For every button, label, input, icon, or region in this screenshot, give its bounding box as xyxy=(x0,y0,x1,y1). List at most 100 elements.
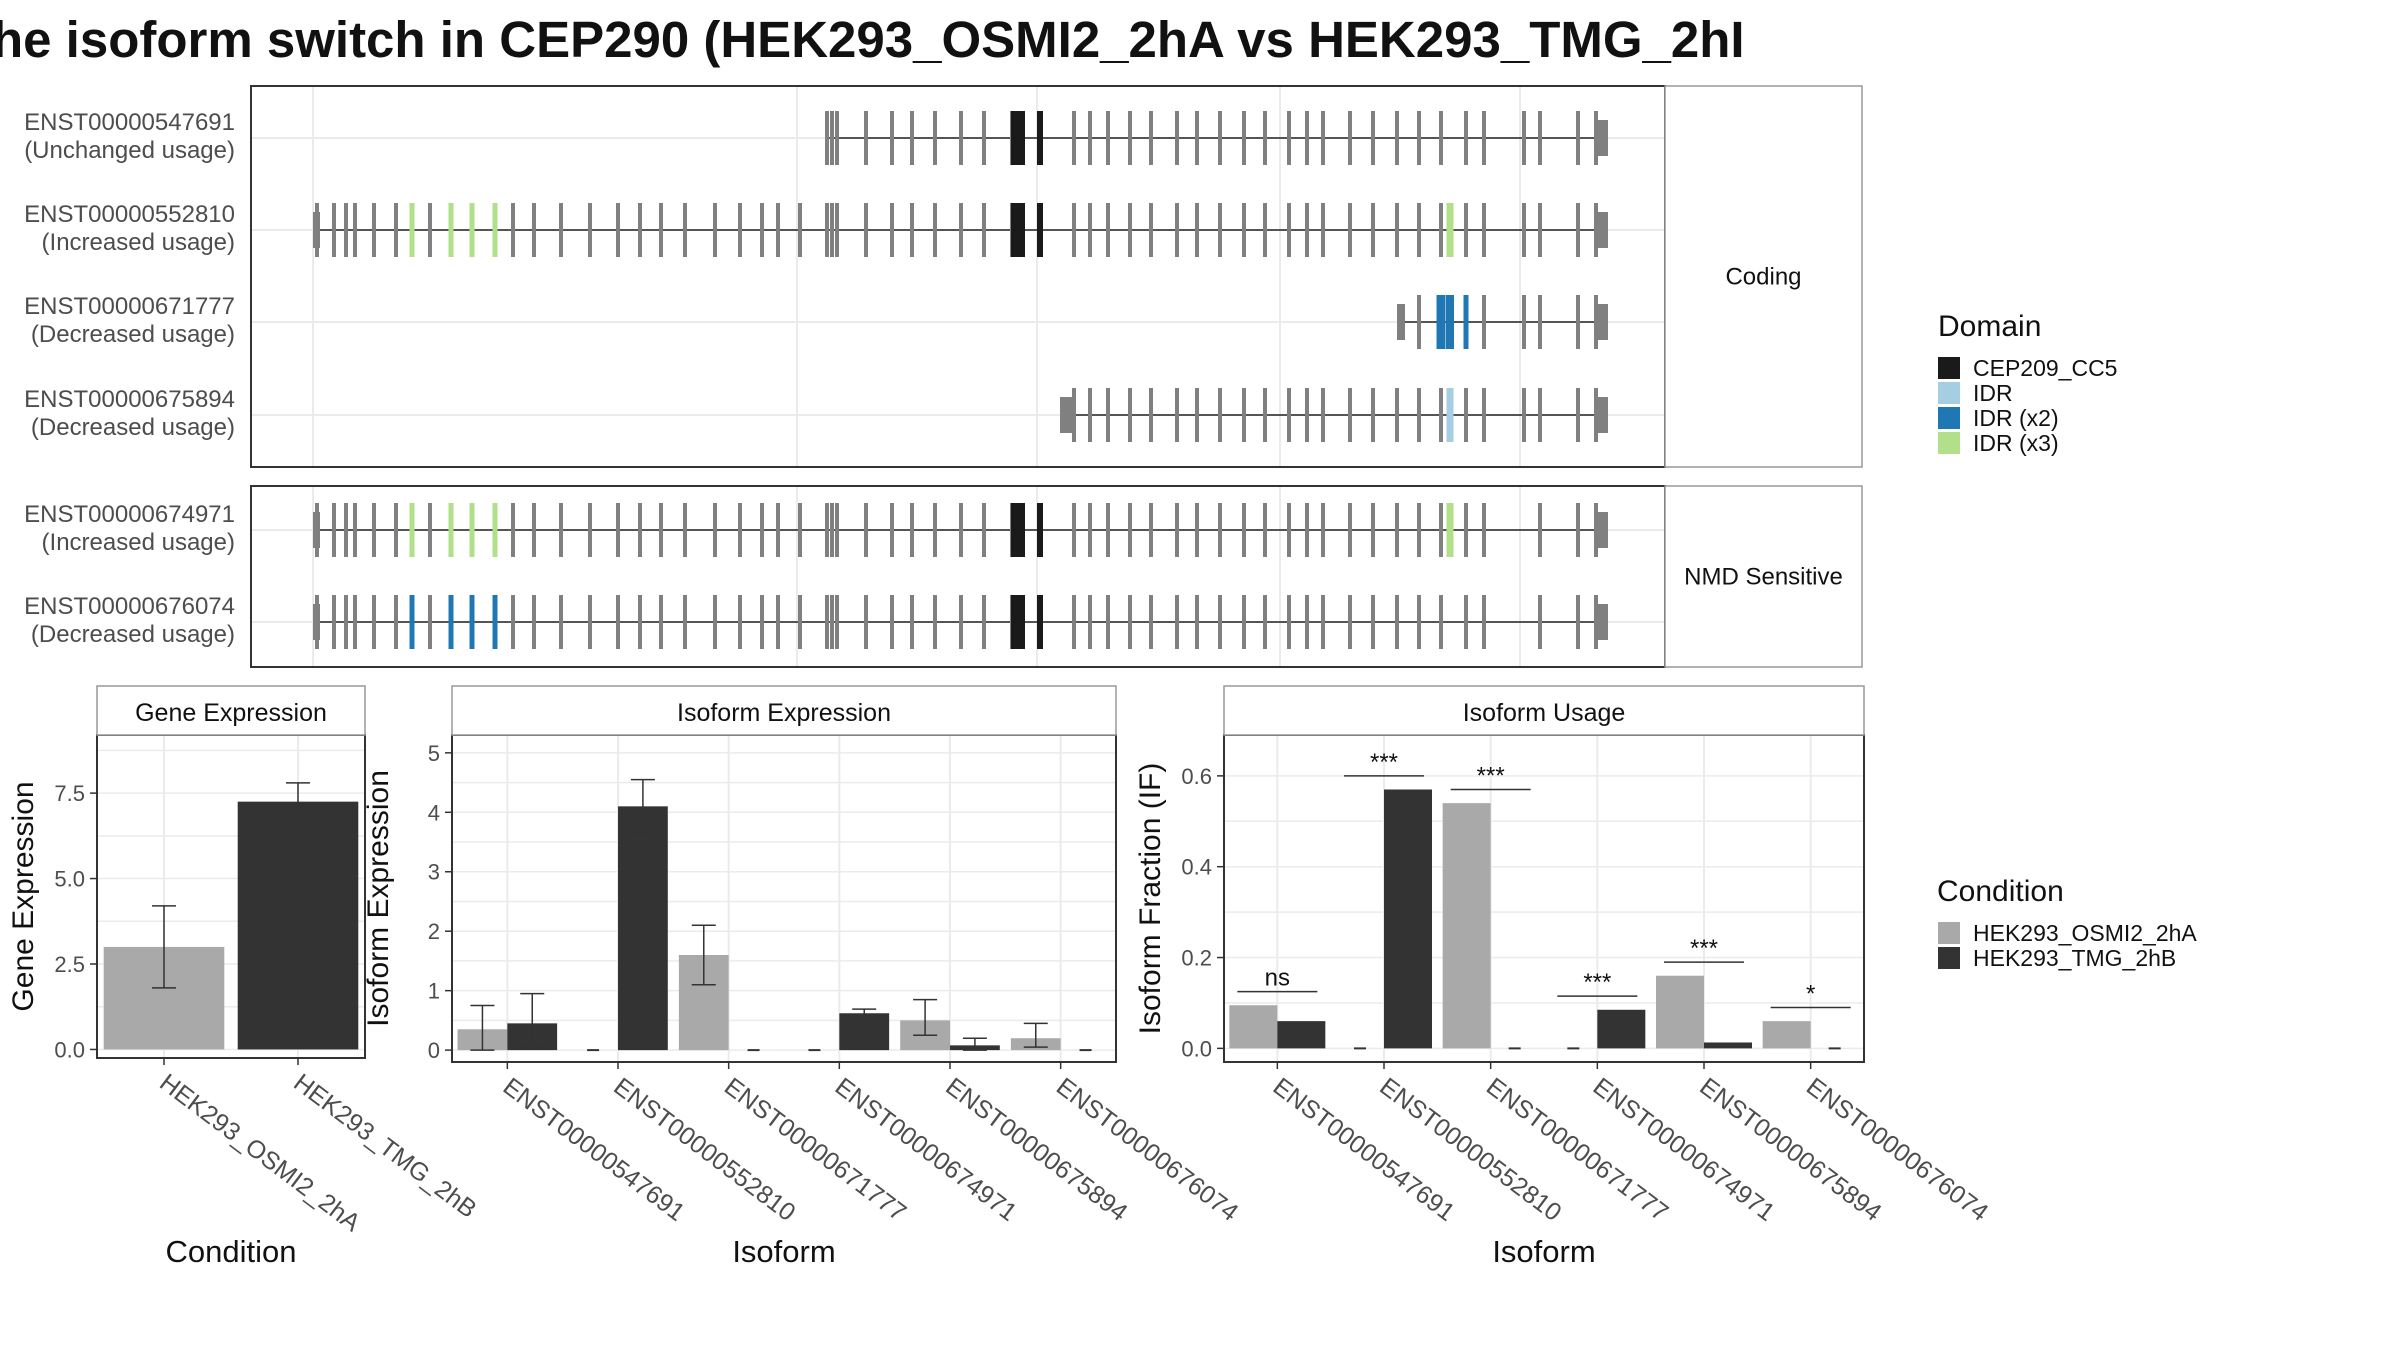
y-tick-label: 0.0 xyxy=(1181,1036,1212,1061)
exon xyxy=(982,595,986,649)
domain-exon xyxy=(492,503,498,557)
exon xyxy=(1464,111,1468,165)
exon xyxy=(1482,595,1486,649)
domain-exon xyxy=(448,595,454,649)
plot-background xyxy=(452,735,1116,1062)
exon xyxy=(1348,111,1352,165)
exon xyxy=(1195,595,1199,649)
domain-exon xyxy=(492,203,498,257)
utr-block xyxy=(1397,304,1405,340)
domain-exon xyxy=(409,503,415,557)
exon xyxy=(559,595,563,649)
x-tick-label: ENST00000676074 xyxy=(1801,1072,1993,1227)
exon xyxy=(1175,203,1179,257)
domain-exon xyxy=(1463,295,1469,349)
y-tick-label: 5 xyxy=(428,741,440,766)
exon xyxy=(428,595,432,649)
exon xyxy=(910,111,914,165)
domain-exon xyxy=(492,595,498,649)
exon xyxy=(394,203,398,257)
domain-exon xyxy=(1037,595,1043,649)
utr-block xyxy=(1596,512,1608,548)
legend-title: Domain xyxy=(1938,310,2041,343)
y-tick-label: 1 xyxy=(428,979,440,1004)
exon xyxy=(1538,295,1542,349)
exon xyxy=(1538,388,1542,442)
exon xyxy=(982,203,986,257)
exon xyxy=(1128,111,1132,165)
exon xyxy=(559,203,563,257)
exon xyxy=(1088,203,1092,257)
exon xyxy=(825,595,829,649)
exon xyxy=(1128,388,1132,442)
bar xyxy=(1277,1021,1326,1049)
exon xyxy=(1464,503,1468,557)
exon xyxy=(1321,111,1325,165)
legend-key xyxy=(1938,382,1960,404)
exon xyxy=(1439,595,1443,649)
exon xyxy=(1088,595,1092,649)
y-axis-title: Gene Expression xyxy=(7,781,40,1011)
exon xyxy=(1263,388,1267,442)
exon xyxy=(428,203,432,257)
significance-label: *** xyxy=(1370,749,1398,776)
exon xyxy=(760,203,764,257)
legend-key xyxy=(1938,357,1960,379)
exon xyxy=(1195,388,1199,442)
exon xyxy=(1175,503,1179,557)
facet-strip-label: NMD Sensitive xyxy=(1684,564,1843,591)
transcript-usage-label: (Increased usage) xyxy=(42,229,235,256)
legend-key xyxy=(1938,432,1960,454)
y-tick-label: 2.5 xyxy=(54,952,85,977)
exon xyxy=(372,503,376,557)
exon xyxy=(428,503,432,557)
exon xyxy=(835,503,839,557)
exon xyxy=(511,503,515,557)
plot-background xyxy=(1224,735,1864,1062)
exon xyxy=(1439,503,1443,557)
exon xyxy=(616,203,620,257)
domain-exon xyxy=(469,595,475,649)
exon xyxy=(1242,503,1246,557)
exon xyxy=(713,203,717,257)
exon xyxy=(798,503,802,557)
bar xyxy=(839,1013,890,1051)
exon xyxy=(835,203,839,257)
gene-expression-panel: Gene Expression0.02.55.07.5HEK293_OSMI2_… xyxy=(7,685,482,1269)
exon xyxy=(1395,595,1399,649)
exon xyxy=(1348,503,1352,557)
x-tick-label: ENST00000671777 xyxy=(719,1072,911,1227)
exon xyxy=(511,203,515,257)
exon xyxy=(1242,388,1246,442)
exon xyxy=(559,503,563,557)
bar xyxy=(1762,1021,1811,1049)
y-tick-label: 7.5 xyxy=(54,781,85,806)
exon xyxy=(910,503,914,557)
exon xyxy=(372,203,376,257)
transcript-usage-label: (Decreased usage) xyxy=(31,621,235,648)
domain-exon xyxy=(1446,503,1454,557)
exon xyxy=(1287,388,1291,442)
bar xyxy=(1442,803,1491,1049)
exon xyxy=(353,595,357,649)
legend-label: CEP209_CC5 xyxy=(1973,355,2117,381)
bar xyxy=(1597,1009,1646,1049)
exon xyxy=(864,503,868,557)
x-tick-label: ENST00000552810 xyxy=(1374,1072,1566,1227)
exon xyxy=(1464,203,1468,257)
exon xyxy=(982,111,986,165)
exon xyxy=(616,595,620,649)
legend-key xyxy=(1938,922,1960,944)
exon xyxy=(959,203,963,257)
legend-label: IDR (x2) xyxy=(1973,405,2059,431)
exon xyxy=(1538,595,1542,649)
panel-background xyxy=(251,86,1665,467)
transcript-id-label: ENST00000674971 xyxy=(24,501,235,528)
exon xyxy=(315,203,319,257)
exon xyxy=(683,503,687,557)
domain-exon xyxy=(1037,203,1043,257)
exon xyxy=(1439,203,1443,257)
exon xyxy=(638,595,642,649)
exon xyxy=(1395,503,1399,557)
